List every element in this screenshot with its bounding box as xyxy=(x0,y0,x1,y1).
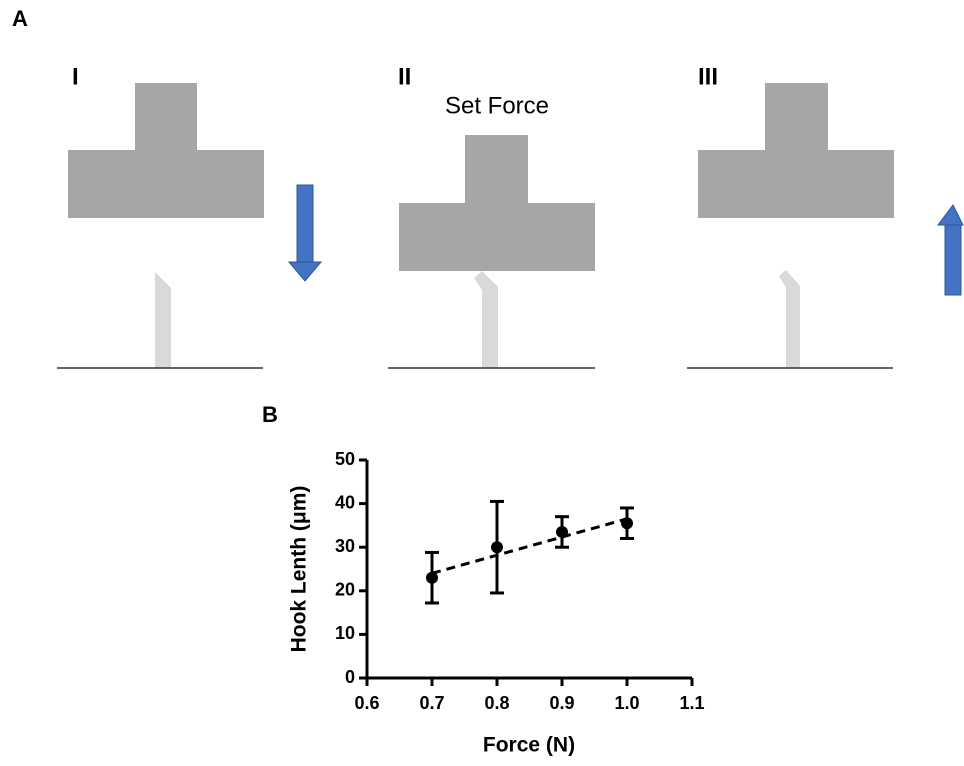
x-tick-label: 0.8 xyxy=(484,693,509,713)
y-tick-label: 0 xyxy=(345,667,355,687)
point xyxy=(426,571,438,584)
probe-head xyxy=(399,203,595,271)
arrow-up-head xyxy=(937,204,964,226)
y-tick-label: 50 xyxy=(335,449,355,469)
arrow-down-head xyxy=(287,261,323,282)
y-tick-label: 10 xyxy=(335,623,355,643)
x-tick-label: 1.0 xyxy=(614,693,639,713)
step-label: I xyxy=(72,63,79,90)
step-label: II xyxy=(398,63,411,90)
y-axis-label: Hook Lenth (μm) xyxy=(288,486,311,653)
x-tick-label: 0.9 xyxy=(549,693,574,713)
probe-stem xyxy=(135,83,197,151)
trendline xyxy=(431,517,628,575)
probe-stem xyxy=(765,83,828,151)
point xyxy=(556,525,568,538)
hook xyxy=(474,271,498,368)
y-tick-label: 40 xyxy=(335,492,355,512)
x-tick-label: 0.6 xyxy=(354,693,379,713)
probe-head xyxy=(698,150,894,218)
hook xyxy=(155,272,171,368)
x-axis-label: Force (N) xyxy=(483,734,575,757)
y-tick-label: 20 xyxy=(335,580,355,600)
point xyxy=(491,541,503,554)
x-tick-label: 1.1 xyxy=(679,693,704,713)
probe-head xyxy=(68,150,264,218)
probe-stem xyxy=(465,135,528,203)
step-label: III xyxy=(698,63,718,90)
panel-label: A xyxy=(12,6,28,31)
arrow-up xyxy=(944,223,962,296)
y-tick-label: 30 xyxy=(335,536,355,556)
arrow-down xyxy=(296,184,314,264)
hook xyxy=(779,270,800,368)
annotation: Set Force xyxy=(445,92,549,119)
x-tick-label: 0.7 xyxy=(419,693,444,713)
panel-label: B xyxy=(262,402,278,427)
point xyxy=(621,517,633,530)
